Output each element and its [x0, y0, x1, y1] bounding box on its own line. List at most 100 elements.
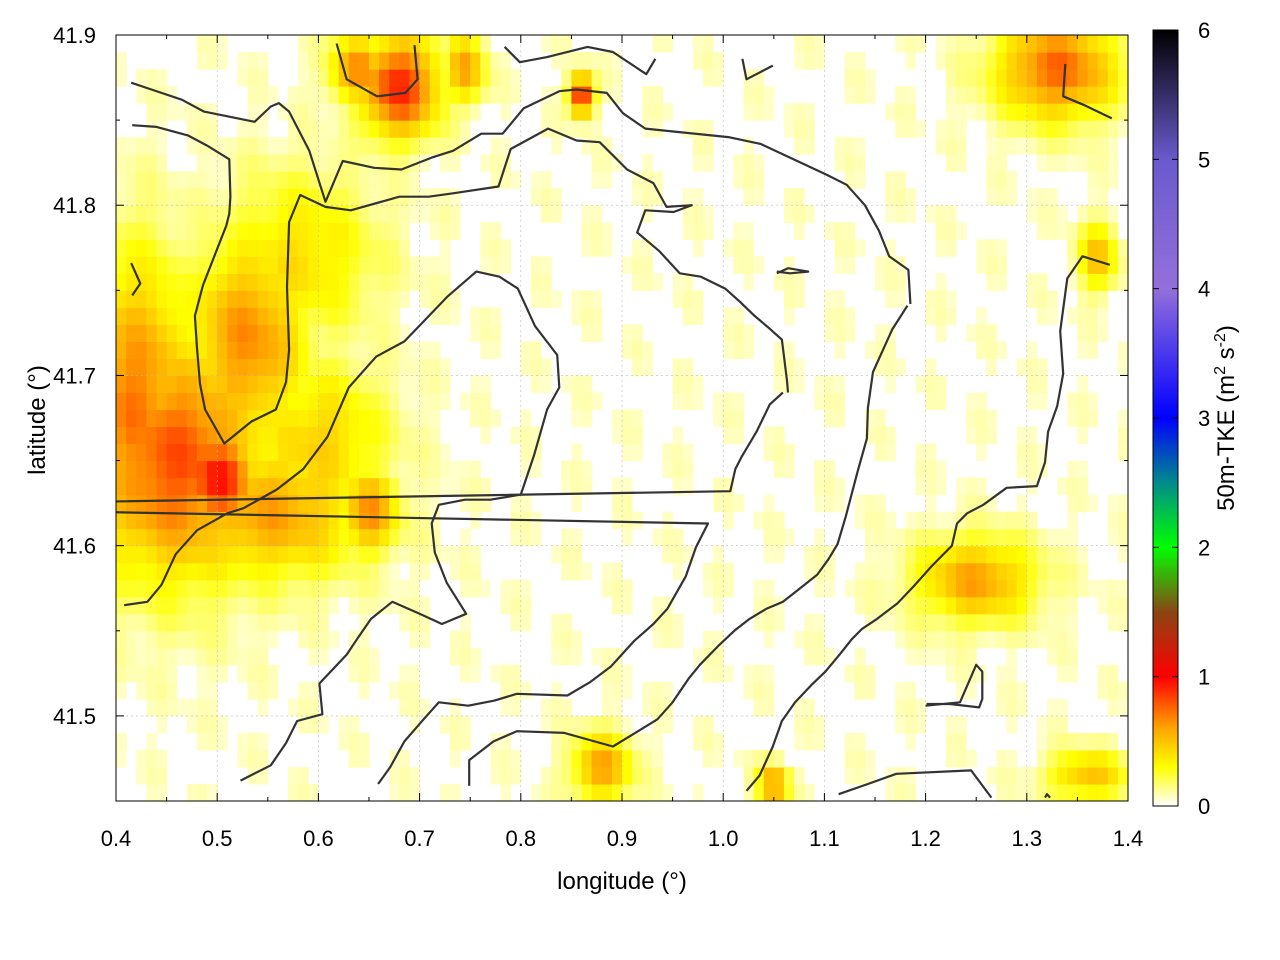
heatmap-cell: [551, 103, 562, 121]
heatmap-cell: [571, 528, 583, 547]
heatmap-cell: [288, 154, 299, 172]
heatmap-cell: [419, 392, 431, 411]
heatmap-cell: [146, 273, 158, 291]
heatmap-cell: [186, 341, 198, 360]
heatmap-cell: [581, 562, 593, 581]
heatmap-cell: [672, 562, 684, 581]
heatmap-cell: [1036, 273, 1048, 291]
heatmap-cell: [328, 86, 340, 104]
heatmap-cell: [1097, 69, 1109, 87]
heatmap-cell: [955, 222, 967, 240]
heatmap-cell: [196, 562, 208, 581]
heatmap-cell: [480, 494, 492, 513]
heatmap-cell: [267, 307, 279, 325]
heatmap-cell: [449, 52, 461, 70]
heatmap-cell: [379, 579, 390, 598]
heatmap-cell: [227, 358, 239, 377]
heatmap-cell: [369, 205, 380, 223]
heatmap-cell: [925, 392, 937, 411]
heatmap-cell: [166, 562, 178, 581]
heatmap-cell: [581, 103, 593, 121]
heatmap-cell: [449, 290, 461, 308]
heatmap-cell: [196, 732, 208, 751]
heatmap-cell: [257, 188, 269, 206]
heatmap-cell: [257, 698, 269, 717]
heatmap-cell: [196, 188, 208, 206]
heatmap-cell: [439, 222, 451, 240]
heatmap-cell: [358, 307, 370, 325]
heatmap-cell: [186, 647, 198, 666]
heatmap-cell: [1107, 613, 1119, 632]
heatmap-cell: [348, 528, 360, 547]
heatmap-cell: [399, 460, 411, 479]
heatmap-cell: [541, 103, 552, 121]
heatmap-cell: [1026, 392, 1038, 411]
y-tick-label: 41.5: [53, 704, 96, 729]
heatmap-cell: [500, 749, 512, 768]
heatmap-cell: [358, 256, 370, 274]
heatmap-cell: [1036, 579, 1048, 598]
heatmap-cell: [460, 715, 471, 734]
heatmap-cell: [875, 273, 886, 291]
heatmap-cell: [419, 52, 431, 70]
heatmap-cell: [702, 630, 714, 649]
heatmap-cell: [561, 120, 572, 138]
heatmap-cell: [1117, 613, 1128, 632]
heatmap-cell: [895, 290, 906, 308]
heatmap-cell: [976, 630, 987, 649]
heatmap-cell: [611, 766, 623, 785]
heatmap-cell: [399, 783, 411, 801]
heatmap-cell: [1016, 698, 1028, 717]
heatmap-cell: [186, 613, 198, 632]
heatmap-cell: [743, 86, 755, 104]
heatmap-cell: [500, 766, 512, 785]
heatmap-cell: [561, 35, 572, 53]
heatmap-cell: [267, 562, 279, 581]
heatmap-cell: [935, 545, 947, 564]
heatmap-cell: [783, 290, 795, 308]
heatmap-cell: [207, 562, 218, 581]
heatmap-cell: [1107, 511, 1119, 530]
heatmap-cell: [439, 35, 451, 53]
heatmap-cell: [257, 69, 269, 87]
heatmap-cell: [915, 596, 927, 615]
heatmap-cell: [247, 52, 259, 70]
heatmap-cell: [581, 69, 593, 87]
heatmap-cell: [1026, 511, 1038, 530]
heatmap-cell: [156, 256, 168, 274]
heatmap-cell: [935, 613, 947, 632]
heatmap-cell: [915, 120, 927, 138]
heatmap-cell: [1067, 596, 1078, 615]
heatmap-cell: [1026, 205, 1038, 223]
heatmap-cell: [844, 222, 856, 240]
heatmap-cell: [227, 579, 239, 598]
heatmap-cell: [460, 579, 471, 598]
heatmap-cell: [328, 477, 340, 496]
heatmap-cell: [682, 307, 694, 325]
heatmap-cell: [1057, 749, 1068, 768]
heatmap-cell: [1107, 154, 1119, 172]
heatmap-cell: [875, 256, 886, 274]
heatmap-cell: [652, 732, 664, 751]
heatmap-cell: [338, 477, 350, 496]
heatmap-cell: [1117, 273, 1128, 291]
heatmap-cell: [996, 630, 1008, 649]
heatmap-cell: [196, 256, 208, 274]
heatmap-cell: [409, 273, 421, 291]
heatmap-cell: [186, 545, 198, 564]
heatmap-cell: [257, 443, 269, 462]
heatmap-cell: [207, 239, 218, 257]
heatmap-cell: [146, 477, 158, 496]
heatmap-cell: [966, 562, 977, 581]
heatmap-cell: [591, 171, 603, 189]
heatmap-cell: [895, 562, 906, 581]
heatmap-cell: [288, 477, 299, 496]
heatmap-cell: [1047, 630, 1058, 649]
heatmap-cell: [915, 647, 927, 666]
heatmap-cell: [318, 307, 330, 325]
heatmap-cell: [682, 205, 694, 223]
heatmap-cell: [298, 35, 309, 53]
heatmap-cell: [976, 528, 987, 547]
heatmap-cell: [389, 222, 400, 240]
heatmap-cell: [794, 222, 805, 240]
